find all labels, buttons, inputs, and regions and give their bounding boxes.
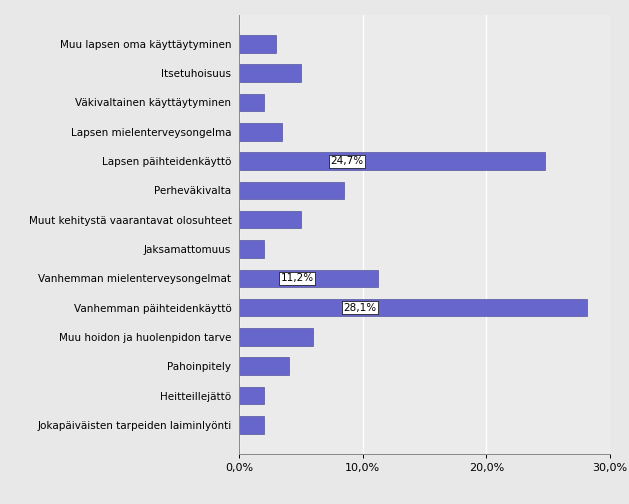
Bar [239,357,289,375]
Bar [239,416,264,433]
Bar [239,94,264,111]
Bar [239,211,301,228]
Bar [239,152,545,170]
Bar [239,387,264,404]
Bar [239,270,377,287]
Bar [239,35,276,52]
Bar [239,240,264,258]
Bar [239,65,301,82]
Bar [239,328,313,346]
Bar [239,123,282,141]
Text: 24,7%: 24,7% [331,156,364,166]
Bar [239,181,344,199]
Text: 11,2%: 11,2% [281,273,314,283]
Bar [239,299,587,317]
Text: 28,1%: 28,1% [343,302,376,312]
